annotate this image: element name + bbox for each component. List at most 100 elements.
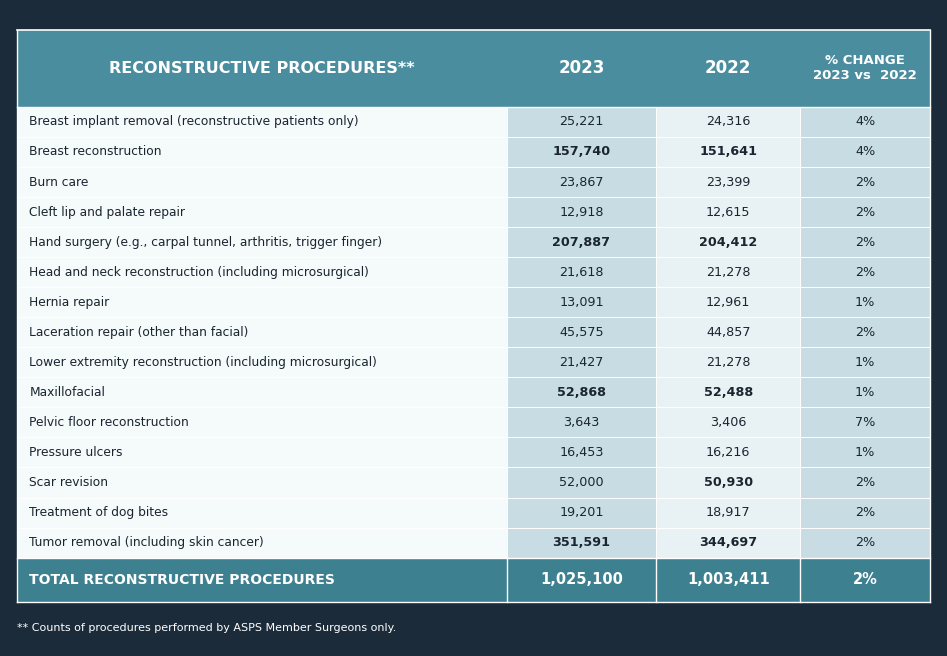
Text: 1%: 1%: [855, 296, 875, 309]
Text: Tumor removal (including skin cancer): Tumor removal (including skin cancer): [29, 536, 264, 549]
Bar: [800, 318, 930, 347]
Text: 25,221: 25,221: [560, 115, 603, 129]
Text: Cleft lip and palate repair: Cleft lip and palate repair: [29, 205, 186, 218]
Bar: [656, 137, 800, 167]
Bar: [800, 527, 930, 558]
Text: 12,918: 12,918: [560, 205, 603, 218]
Bar: [800, 497, 930, 527]
Bar: [507, 227, 656, 257]
Text: Maxillofacial: Maxillofacial: [29, 386, 105, 399]
Bar: [800, 468, 930, 497]
Text: 16,216: 16,216: [706, 446, 750, 459]
Text: 21,278: 21,278: [706, 356, 750, 369]
Bar: [507, 318, 656, 347]
Bar: [17, 318, 507, 347]
Bar: [656, 257, 800, 287]
Text: 18,917: 18,917: [706, 506, 751, 519]
Bar: [656, 438, 800, 468]
Text: 45,575: 45,575: [559, 326, 604, 338]
Text: Breast implant removal (reconstructive patients only): Breast implant removal (reconstructive p…: [29, 115, 359, 129]
Text: ** Counts of procedures performed by ASPS Member Surgeons only.: ** Counts of procedures performed by ASP…: [17, 623, 396, 634]
Text: 2%: 2%: [855, 536, 875, 549]
Text: % CHANGE
2023 vs  2022: % CHANGE 2023 vs 2022: [813, 54, 917, 82]
Bar: [17, 227, 507, 257]
Text: 12,961: 12,961: [706, 296, 750, 309]
Bar: [17, 438, 507, 468]
Text: 2023: 2023: [559, 59, 604, 77]
Bar: [17, 30, 930, 107]
Bar: [656, 347, 800, 377]
Text: 1,003,411: 1,003,411: [687, 573, 770, 587]
Bar: [800, 137, 930, 167]
Text: 16,453: 16,453: [560, 446, 603, 459]
Text: Hernia repair: Hernia repair: [29, 296, 110, 309]
Bar: [507, 468, 656, 497]
Bar: [656, 197, 800, 227]
Bar: [507, 347, 656, 377]
Text: 44,857: 44,857: [706, 326, 750, 338]
Bar: [656, 107, 800, 137]
Text: 1%: 1%: [855, 386, 875, 399]
Text: Scar revision: Scar revision: [29, 476, 108, 489]
Bar: [17, 107, 507, 137]
Text: 21,427: 21,427: [560, 356, 603, 369]
Text: 2022: 2022: [706, 59, 751, 77]
Text: 1%: 1%: [855, 356, 875, 369]
Bar: [17, 137, 507, 167]
Text: 21,618: 21,618: [560, 266, 603, 279]
Text: 344,697: 344,697: [699, 536, 758, 549]
Text: 2%: 2%: [855, 326, 875, 338]
Text: 13,091: 13,091: [559, 296, 604, 309]
Text: 21,278: 21,278: [706, 266, 750, 279]
Text: Pressure ulcers: Pressure ulcers: [29, 446, 123, 459]
Text: Burn care: Burn care: [29, 176, 89, 188]
Text: TOTAL RECONSTRUCTIVE PROCEDURES: TOTAL RECONSTRUCTIVE PROCEDURES: [29, 573, 335, 587]
Text: Pelvic floor reconstruction: Pelvic floor reconstruction: [29, 416, 189, 429]
Bar: [656, 377, 800, 407]
Bar: [800, 257, 930, 287]
Text: 204,412: 204,412: [699, 236, 758, 249]
Text: 4%: 4%: [855, 115, 875, 129]
Bar: [800, 347, 930, 377]
Text: 2%: 2%: [855, 176, 875, 188]
Bar: [800, 167, 930, 197]
Bar: [507, 438, 656, 468]
Bar: [507, 197, 656, 227]
Bar: [656, 167, 800, 197]
Bar: [507, 287, 656, 318]
Bar: [800, 377, 930, 407]
Bar: [507, 107, 656, 137]
Text: 3,406: 3,406: [710, 416, 746, 429]
Text: 2%: 2%: [855, 236, 875, 249]
Text: 2%: 2%: [855, 476, 875, 489]
Bar: [507, 167, 656, 197]
Text: 52,868: 52,868: [557, 386, 606, 399]
Bar: [17, 558, 930, 602]
Text: 2%: 2%: [855, 205, 875, 218]
Text: Head and neck reconstruction (including microsurgical): Head and neck reconstruction (including …: [29, 266, 369, 279]
Text: Lower extremity reconstruction (including microsurgical): Lower extremity reconstruction (includin…: [29, 356, 377, 369]
Bar: [17, 527, 507, 558]
Bar: [800, 107, 930, 137]
Text: 2%: 2%: [855, 266, 875, 279]
Bar: [507, 527, 656, 558]
Text: 2%: 2%: [855, 506, 875, 519]
Bar: [507, 257, 656, 287]
Text: 1,025,100: 1,025,100: [540, 573, 623, 587]
Text: 23,399: 23,399: [706, 176, 750, 188]
Text: Breast reconstruction: Breast reconstruction: [29, 146, 162, 159]
Text: 4%: 4%: [855, 146, 875, 159]
Text: 19,201: 19,201: [560, 506, 603, 519]
Bar: [17, 497, 507, 527]
Text: Laceration repair (other than facial): Laceration repair (other than facial): [29, 326, 249, 338]
Text: 3,643: 3,643: [563, 416, 599, 429]
Bar: [507, 137, 656, 167]
Bar: [800, 227, 930, 257]
Text: 157,740: 157,740: [552, 146, 611, 159]
Text: 351,591: 351,591: [552, 536, 611, 549]
Text: 50,930: 50,930: [704, 476, 753, 489]
Text: RECONSTRUCTIVE PROCEDURES**: RECONSTRUCTIVE PROCEDURES**: [109, 61, 415, 75]
Text: 207,887: 207,887: [552, 236, 611, 249]
Bar: [800, 287, 930, 318]
Bar: [17, 257, 507, 287]
